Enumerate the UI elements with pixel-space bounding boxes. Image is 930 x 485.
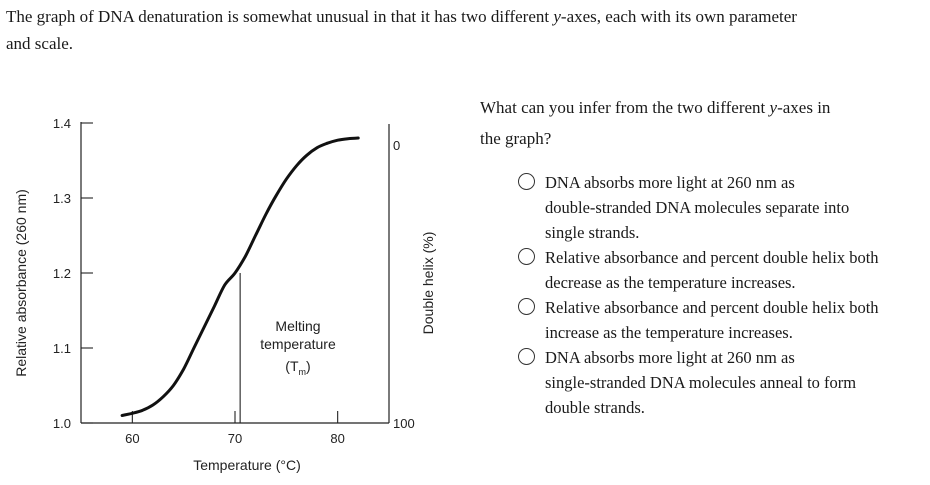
x-tick-label: 60	[125, 431, 139, 446]
answer-options: DNA absorbs more light at 260 nm as doub…	[518, 170, 918, 420]
question-italic-y: y	[769, 98, 778, 117]
option-1-line2: double-stranded DNA molecules separate i…	[545, 198, 850, 217]
y-tick-label: 1.1	[53, 341, 71, 356]
question-part2: -axes in	[777, 98, 831, 117]
intro-text: The graph of DNA denaturation is somewha…	[6, 3, 906, 57]
question-text: What can you infer from the two differen…	[480, 92, 900, 154]
option-2-line1: Relative absorbance and percent double h…	[545, 248, 879, 267]
x-axis-title: Temperature (°C)	[193, 457, 301, 473]
annotation-line3: (Tm)	[285, 358, 310, 377]
annotation-line2: temperature	[260, 336, 336, 352]
intro-line2: and scale.	[6, 34, 74, 53]
annotation-subscript: m	[299, 367, 307, 377]
y-tick-label: 1.3	[53, 191, 71, 206]
option-3-line2: increase as the temperature increases.	[545, 323, 793, 342]
option-3-line1: Relative absorbance and percent double h…	[545, 298, 879, 317]
option-1-line3: single strands.	[545, 223, 640, 242]
intro-italic-y: y	[553, 7, 561, 26]
option-4-line2: single-stranded DNA molecules anneal to …	[545, 373, 857, 392]
option-2-line2: decrease as the temperature increases.	[545, 273, 796, 292]
right-tick-label-top: 0	[393, 138, 400, 153]
x-tick-label: 80	[330, 431, 344, 446]
y-tick-label: 1.2	[53, 266, 71, 281]
annotation-line1: Melting	[275, 318, 320, 334]
radio-button-1[interactable]	[518, 173, 535, 190]
question-line2: the graph?	[480, 129, 552, 148]
y-axis-title-left: Relative absorbance (260 nm)	[13, 189, 29, 377]
radio-button-2[interactable]	[518, 248, 535, 265]
option-4-line1: DNA absorbs more light at 260 nm as	[545, 348, 795, 367]
y-tick-label: 1.0	[53, 416, 71, 431]
answer-option-4[interactable]: DNA absorbs more light at 260 nm as sing…	[518, 345, 918, 420]
intro-line1: The graph of DNA denaturation is somewha…	[6, 7, 554, 26]
denaturation-chart: 1.0 1.1 1.2 1.3 1.4 60 70 80 0 100 Relative ab…	[13, 116, 436, 473]
annotation-close: )	[306, 358, 311, 374]
question-part1: What can you infer from the two differen…	[480, 98, 770, 117]
denaturation-curve	[120, 136, 360, 417]
annotation-tm: (T	[285, 358, 299, 374]
answer-option-3[interactable]: Relative absorbance and percent double h…	[518, 295, 918, 345]
right-tick-label-bottom: 100	[393, 416, 415, 431]
y-tick-label: 1.4	[53, 116, 71, 131]
option-4-line3: double strands.	[545, 398, 645, 417]
answer-option-1[interactable]: DNA absorbs more light at 260 nm as doub…	[518, 170, 918, 245]
y-axis-title-right: Double helix (%)	[420, 232, 436, 335]
x-tick-label: 70	[228, 431, 242, 446]
radio-button-4[interactable]	[518, 348, 535, 365]
radio-button-3[interactable]	[518, 298, 535, 315]
option-1-line1: DNA absorbs more light at 260 nm as	[545, 173, 795, 192]
answer-option-2[interactable]: Relative absorbance and percent double h…	[518, 245, 918, 295]
intro-line1-end: -axes, each with its own parameter	[560, 7, 797, 26]
